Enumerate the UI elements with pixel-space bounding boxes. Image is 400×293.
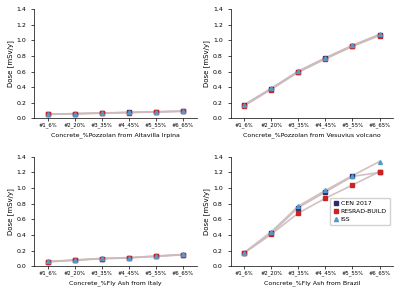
ISS xyxy=(72,112,77,115)
RESRAD-BUILD xyxy=(350,45,355,48)
RESRAD-BUILD xyxy=(99,111,104,115)
X-axis label: Concrete_%Fly Ash from Italy: Concrete_%Fly Ash from Italy xyxy=(69,280,162,286)
RESRAD-BUILD xyxy=(269,233,274,236)
Line: RESRAD-BUILD: RESRAD-BUILD xyxy=(242,170,382,255)
ISS xyxy=(45,113,50,116)
CEN 2017 xyxy=(45,260,50,263)
Line: RESRAD-BUILD: RESRAD-BUILD xyxy=(46,109,185,116)
CEN 2017 xyxy=(72,258,77,262)
CEN 2017 xyxy=(180,109,185,113)
Y-axis label: Dose [mSv/y]: Dose [mSv/y] xyxy=(7,188,14,235)
CEN 2017 xyxy=(350,44,355,47)
CEN 2017 xyxy=(72,112,77,115)
Y-axis label: Dose [mSv/y]: Dose [mSv/y] xyxy=(204,40,210,87)
ISS xyxy=(350,44,355,47)
ISS xyxy=(269,87,274,90)
CEN 2017 xyxy=(242,251,246,255)
ISS xyxy=(296,204,301,208)
RESRAD-BUILD xyxy=(377,170,382,173)
Line: ISS: ISS xyxy=(242,33,382,107)
RESRAD-BUILD xyxy=(323,57,328,61)
ISS xyxy=(126,111,131,114)
CEN 2017 xyxy=(296,206,301,209)
CEN 2017 xyxy=(99,111,104,115)
ISS xyxy=(154,110,158,114)
ISS xyxy=(323,56,328,59)
CEN 2017 xyxy=(126,110,131,114)
Line: CEN 2017: CEN 2017 xyxy=(242,171,382,255)
CEN 2017 xyxy=(323,190,328,194)
RESRAD-BUILD xyxy=(180,253,185,257)
Line: CEN 2017: CEN 2017 xyxy=(46,253,185,264)
RESRAD-BUILD xyxy=(154,110,158,114)
Legend: CEN 2017, RESRAD-BUILD, ISS: CEN 2017, RESRAD-BUILD, ISS xyxy=(330,198,390,225)
CEN 2017 xyxy=(377,171,382,174)
RESRAD-BUILD xyxy=(296,211,301,215)
RESRAD-BUILD xyxy=(45,113,50,116)
CEN 2017 xyxy=(269,87,274,91)
RESRAD-BUILD xyxy=(323,197,328,200)
ISS xyxy=(180,109,185,113)
RESRAD-BUILD xyxy=(45,260,50,264)
Y-axis label: Dose [mSv/y]: Dose [mSv/y] xyxy=(204,188,210,235)
RESRAD-BUILD xyxy=(242,251,246,255)
RESRAD-BUILD xyxy=(126,256,131,260)
RESRAD-BUILD xyxy=(72,112,77,116)
CEN 2017 xyxy=(269,232,274,235)
ISS xyxy=(99,111,104,115)
Line: CEN 2017: CEN 2017 xyxy=(242,33,382,107)
RESRAD-BUILD xyxy=(180,110,185,113)
Line: ISS: ISS xyxy=(46,253,185,263)
CEN 2017 xyxy=(126,256,131,260)
RESRAD-BUILD xyxy=(269,88,274,91)
ISS xyxy=(296,69,301,73)
Line: RESRAD-BUILD: RESRAD-BUILD xyxy=(242,34,382,108)
RESRAD-BUILD xyxy=(154,255,158,258)
Line: CEN 2017: CEN 2017 xyxy=(46,109,185,116)
ISS xyxy=(377,33,382,36)
ISS xyxy=(350,174,355,177)
X-axis label: Concrete_%Pozzolan from Altavilla Irpina: Concrete_%Pozzolan from Altavilla Irpina xyxy=(51,132,180,138)
CEN 2017 xyxy=(154,254,158,258)
RESRAD-BUILD xyxy=(72,258,77,262)
CEN 2017 xyxy=(180,253,185,256)
CEN 2017 xyxy=(296,70,301,73)
CEN 2017 xyxy=(323,57,328,60)
Y-axis label: Dose [mSv/y]: Dose [mSv/y] xyxy=(7,40,14,87)
ISS xyxy=(180,253,185,256)
X-axis label: Concrete_%Fly Ash from Brazil: Concrete_%Fly Ash from Brazil xyxy=(264,280,360,286)
RESRAD-BUILD xyxy=(99,257,104,260)
CEN 2017 xyxy=(154,110,158,113)
ISS xyxy=(72,258,77,262)
RESRAD-BUILD xyxy=(377,34,382,37)
RESRAD-BUILD xyxy=(242,104,246,108)
Line: ISS: ISS xyxy=(242,160,382,255)
ISS xyxy=(154,254,158,258)
Line: RESRAD-BUILD: RESRAD-BUILD xyxy=(46,253,185,264)
Line: ISS: ISS xyxy=(46,109,185,116)
RESRAD-BUILD xyxy=(350,183,355,187)
RESRAD-BUILD xyxy=(296,71,301,74)
ISS xyxy=(377,160,382,163)
ISS xyxy=(242,103,246,107)
CEN 2017 xyxy=(242,103,246,107)
ISS xyxy=(269,230,274,234)
X-axis label: Concrete_%Pozzolan from Vesuvius volcano: Concrete_%Pozzolan from Vesuvius volcano xyxy=(243,132,381,138)
RESRAD-BUILD xyxy=(126,111,131,114)
CEN 2017 xyxy=(350,175,355,178)
ISS xyxy=(242,251,246,254)
CEN 2017 xyxy=(377,33,382,37)
ISS xyxy=(45,260,50,263)
CEN 2017 xyxy=(45,113,50,116)
ISS xyxy=(323,189,328,192)
ISS xyxy=(126,256,131,259)
ISS xyxy=(99,257,104,260)
CEN 2017 xyxy=(99,257,104,260)
